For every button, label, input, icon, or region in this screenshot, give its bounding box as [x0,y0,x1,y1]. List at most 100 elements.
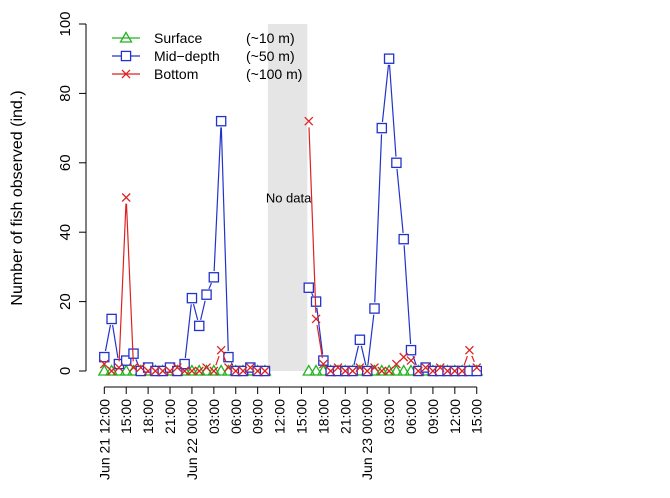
data-point [370,363,379,372]
series-layer [97,53,484,377]
data-point [260,366,270,376]
x-tick-label: 12:00 [447,399,463,434]
data-point [311,314,321,324]
data-point [245,363,255,372]
data-point [180,366,190,376]
data-point [216,345,226,355]
data-point [377,366,387,376]
y-tick-label: 60 [57,154,74,171]
data-point [326,366,336,376]
x-tick-label: Jun 22 00:00 [184,399,200,480]
data-point [472,363,482,372]
legend-depth: (~50 m) [246,48,295,64]
data-point [376,122,388,134]
data-point [129,363,138,372]
y-tick-label: 80 [57,85,74,102]
data-point [136,363,146,372]
data-point [194,366,204,376]
no-data-region: No data [266,24,312,371]
data-point [187,366,197,376]
data-point [201,289,212,300]
y-tick-label: 100 [57,11,74,36]
data-point [186,292,198,304]
data-point [383,53,395,64]
data-point [223,363,233,372]
y-tick-label: 40 [57,224,74,241]
y-axis-label: Number of fish observed (ind.) [9,90,26,305]
y-tick-label: 20 [57,293,74,310]
series-line [311,64,417,367]
x-tick-label: 12:00 [272,399,288,434]
data-point [428,366,438,376]
data-point [397,364,411,376]
data-point [375,364,389,376]
data-point [208,272,220,283]
data-point [406,356,416,366]
data-point [354,334,366,346]
y-tick-label: 0 [57,367,74,375]
data-point [119,364,133,376]
data-point [471,365,482,377]
legend: Surface (~10 m) Mid−depth (~50 m) Bottom (~10… [112,30,302,82]
data-point [309,364,323,376]
data-point [114,363,124,372]
data-point [389,364,404,376]
x-tick-label: 18:00 [315,399,331,434]
x-tick-label: 03:00 [381,399,397,434]
x-tick-label: 15:00 [293,399,309,434]
series-line [104,127,234,366]
data-point [443,366,452,376]
data-point [185,364,199,376]
x-tick-label: Jun 23 00:00 [359,399,375,480]
data-point [119,31,133,43]
x-tick-label: 09:00 [250,399,266,434]
data-point [457,366,467,376]
data-point [369,303,380,314]
x-tick-label: 21:00 [337,399,353,434]
data-point [106,313,117,325]
data-point [207,364,221,376]
data-point [413,366,423,376]
data-point [143,366,153,376]
data-point [158,366,168,376]
data-point [405,344,417,356]
x-tick-label: 15:00 [118,399,134,434]
data-point [150,366,160,376]
data-point [209,366,219,376]
data-point [253,366,263,376]
axes: 0 20 40 60 80 100 Jun 21 12:00 15:00 18:00 21:00 J… [57,11,485,479]
data-point [398,233,409,245]
x-tick-label: 06:00 [403,399,419,434]
x-tick-label: 21:00 [162,399,178,434]
data-point [302,364,316,376]
data-point [435,363,445,372]
data-point [120,355,132,366]
series-line [308,127,475,367]
data-point [121,69,131,79]
no-data-band [267,24,308,371]
data-point [362,366,372,376]
data-point [104,364,119,376]
data-point [172,363,182,372]
series-line [118,203,227,366]
no-data-label: No data [266,191,312,206]
data-point [214,364,228,376]
legend-label: Bottom [154,66,198,82]
series-x [99,116,482,376]
data-point [333,363,343,372]
data-point [340,366,350,376]
data-point [421,363,431,372]
data-point [99,359,109,369]
data-point [231,366,241,376]
data-point [99,351,110,363]
data-point [391,359,401,369]
data-point [318,359,328,369]
data-point [450,366,460,376]
x-tick-label: 18:00 [140,399,156,434]
x-tick-label: Jun 21 12:00 [96,399,112,480]
legend-depth: (~100 m) [246,66,302,82]
legend-depth: (~10 m) [246,30,295,46]
data-point [318,355,329,366]
data-point [384,366,394,376]
